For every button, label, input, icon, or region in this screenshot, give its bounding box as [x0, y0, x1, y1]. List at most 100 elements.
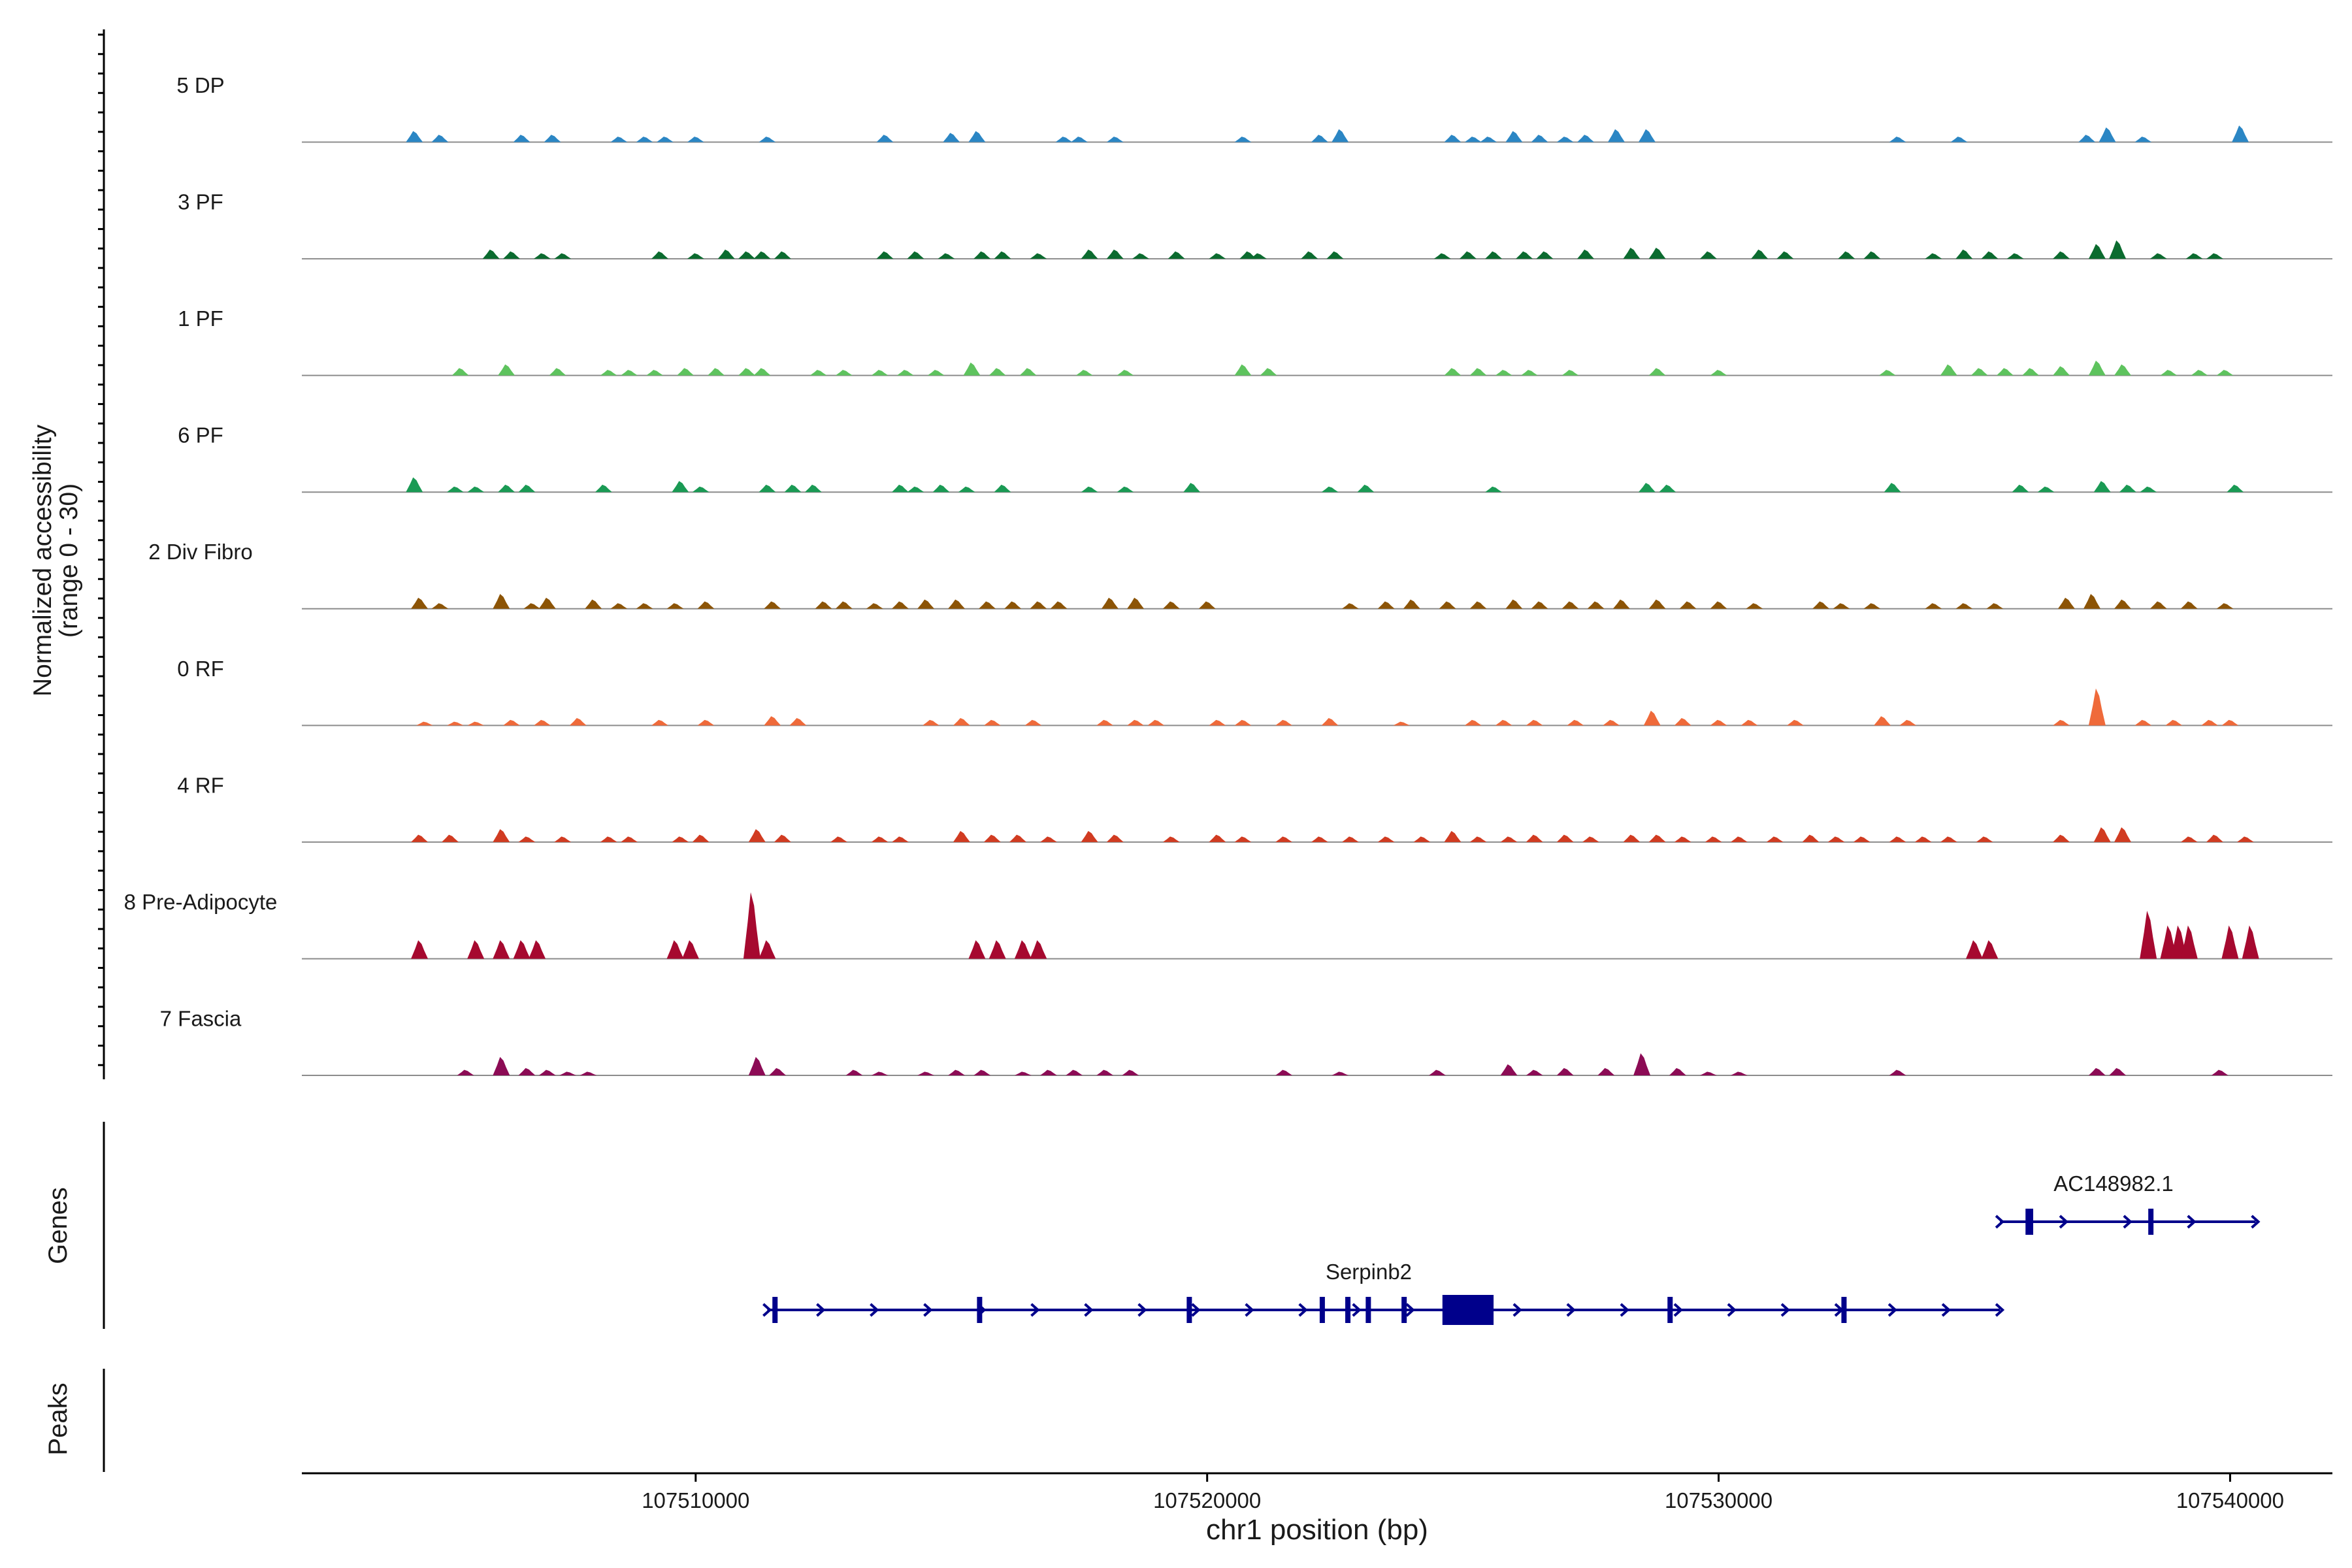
strand-chevron-icon [2059, 1215, 2068, 1229]
coverage-peak [1341, 603, 1359, 609]
coverage-peak [1444, 368, 1462, 376]
coverage-peak [1577, 249, 1595, 259]
coverage-peak [1439, 601, 1456, 609]
coverage-peak [2093, 827, 2111, 842]
coverage-peak [1556, 834, 1574, 842]
coverage-peak [1710, 601, 1727, 609]
coverage-peak [1863, 603, 1881, 609]
coverage-peak [927, 370, 945, 376]
coverage-peak [1643, 710, 1661, 726]
coverage-peak [2109, 1068, 2127, 1075]
coverage-peak [1127, 719, 1145, 726]
coverage-peak [411, 834, 429, 842]
coverage-peak [2119, 484, 2136, 493]
coverage-peak [1464, 137, 1482, 142]
coverage-peak [789, 718, 807, 726]
coverage-peak [1275, 719, 1293, 726]
coverage-peak [569, 718, 587, 726]
exon [1345, 1297, 1351, 1323]
coverage-peak [538, 597, 556, 609]
coverage-peak [446, 721, 464, 726]
track-4-rf: 4 RF [98, 733, 2332, 843]
coverage-peak [1198, 601, 1216, 609]
coverage-peak [1106, 249, 1124, 259]
coverage-peak [600, 370, 617, 376]
track-label: 3 PF [178, 190, 223, 214]
coverage-peak [1183, 483, 1201, 493]
coverage-peak [1674, 836, 1691, 842]
coverage-peak [1311, 135, 1328, 142]
coverage-peak [1884, 483, 1901, 493]
coverage-peak [948, 1070, 966, 1075]
coverage-peak [1081, 486, 1098, 493]
coverage-peak [1740, 719, 1758, 726]
track-8-pre-adipocyte: 8 Pre-Adipocyte [98, 850, 2332, 960]
coverage-peak [697, 719, 715, 726]
track-2-div-fibro: 2 Div Fibro [98, 500, 2332, 610]
coverage-peak [467, 721, 485, 726]
coverage-peak [1531, 601, 1548, 609]
coverage-peak [2053, 366, 2070, 376]
coverage-peak [835, 601, 853, 609]
coverage-peak [656, 137, 674, 142]
strand-chevron-icon [1298, 1303, 1308, 1317]
coverage-peak [1480, 137, 1497, 142]
strand-chevron-icon [1887, 1303, 1898, 1317]
coverage-peak [1577, 135, 1595, 142]
strand-chevron-icon [1352, 1303, 1362, 1317]
coverage-peak [759, 940, 776, 959]
coverage-peak [666, 603, 684, 609]
coverage-peak [2206, 834, 2223, 842]
coverage-peak [958, 486, 975, 493]
coverage-peak [2057, 597, 2075, 609]
coverage-peak [1485, 251, 1503, 259]
coverage-peak [943, 133, 960, 142]
coverage-peak [610, 137, 628, 142]
coverage-peak [1075, 370, 1093, 376]
coverage-peak [1597, 1068, 1615, 1075]
coverage-peak [513, 940, 531, 959]
coverage-peak [753, 251, 771, 259]
coverage-peak [559, 1071, 577, 1075]
coverage-peak [1889, 137, 1906, 142]
coverage-peak [544, 135, 561, 142]
coverage-peak [809, 370, 827, 376]
coverage-peak [692, 486, 710, 493]
coverage-peak [1699, 251, 1717, 259]
coverage-peak [876, 251, 894, 259]
coverage-peak [1981, 251, 1999, 259]
track-3-pf: 3 PF [98, 150, 2332, 260]
coverage-peak [1582, 836, 1599, 842]
strand-chevron-icon [1191, 1303, 1201, 1317]
track-6-pf: 6 PF [98, 384, 2332, 493]
coverage-peak [1024, 719, 1042, 726]
coverage-peak [1485, 486, 1503, 493]
accessibility-tracks: 5 DP 3 PF 1 PF 6 PF 2 Div Fibro 0 RF 4 RF 8 Pre… [98, 33, 2332, 1076]
coverage-peak [1705, 836, 1722, 842]
coverage-peak [672, 481, 689, 493]
exon [2025, 1209, 2034, 1235]
coverage-peak [1925, 603, 1942, 609]
coverage-peak [636, 137, 653, 142]
coverage-peak [1081, 249, 1098, 259]
coverage-peak [446, 486, 464, 493]
exon [1841, 1297, 1847, 1323]
coverage-peak [600, 836, 617, 842]
coverage-peak [804, 484, 822, 493]
coverage-peak [1321, 486, 1339, 493]
exon [1442, 1295, 1494, 1325]
x-axis-title: chr1 position (bp) [1206, 1514, 1428, 1546]
coverage-peak [2216, 370, 2234, 376]
coverage-peak [2053, 719, 2070, 726]
coverage-peak [1132, 253, 1149, 259]
coverage-peak [1209, 719, 1226, 726]
coverage-peak [666, 940, 684, 959]
coverage-peak [406, 131, 423, 142]
coverage-peak [1331, 1071, 1349, 1075]
coverage-peak [774, 834, 791, 842]
coverage-peak [743, 892, 760, 959]
coverage-peak [621, 370, 638, 376]
coverage-peak [1648, 248, 1666, 259]
coverage-peak [1970, 368, 1988, 376]
coverage-peak [2134, 137, 2152, 142]
